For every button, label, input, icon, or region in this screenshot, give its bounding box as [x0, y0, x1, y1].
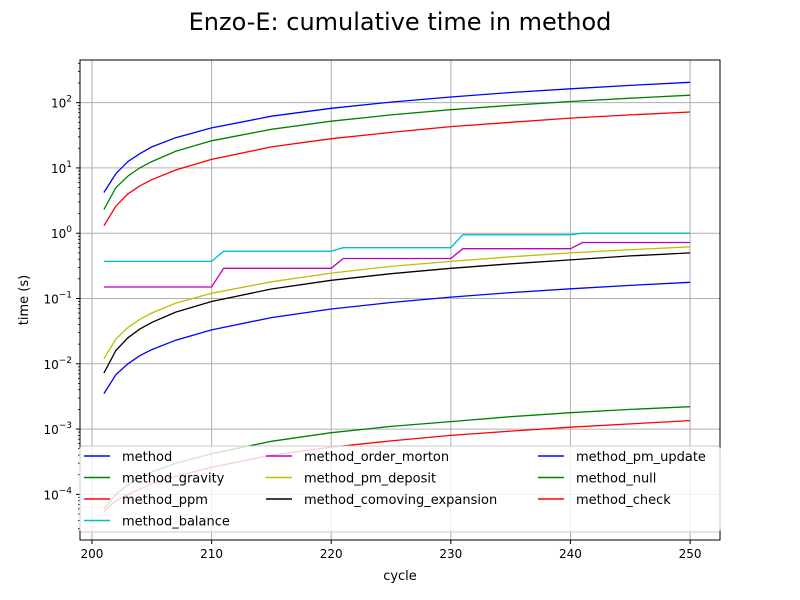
legend-entry: method_pm_update — [576, 450, 706, 465]
x-tick-label: 250 — [679, 547, 702, 561]
x-tick-label: 220 — [320, 547, 343, 561]
y-tick-label: 10−4 — [43, 486, 72, 502]
legend-entry: method_comoving_expansion — [304, 493, 497, 508]
series-lines — [103, 81, 691, 512]
legend-entry: method_order_morton — [304, 450, 449, 465]
grid-lines — [80, 60, 720, 540]
legend-entry: method_balance — [122, 515, 230, 530]
legend-entry: method_null — [576, 472, 656, 487]
series-line-method-pm-deposit — [103, 246, 691, 359]
series-line-method-ppm — [103, 111, 691, 227]
x-axis-label: cycle — [383, 569, 417, 584]
series-line-method-balance — [103, 232, 691, 263]
y-tick-label: 102 — [51, 95, 72, 111]
chart-title: Enzo-E: cumulative time in method — [189, 8, 612, 36]
legend: method method_gravity method_ppm method_bal… — [79, 445, 721, 533]
x-tick-label: 200 — [81, 547, 104, 561]
x-tick-label: 240 — [559, 547, 582, 561]
legend-box — [79, 445, 721, 533]
y-tick-label: 10−2 — [43, 356, 72, 372]
x-tick-label: 230 — [439, 547, 462, 561]
series-line-method-comoving-expansion — [103, 252, 691, 374]
plot-area-frame — [79, 59, 721, 541]
legend-entry: method_ppm — [122, 493, 208, 508]
legend-entry: method — [122, 450, 172, 465]
y-tick-label: 101 — [51, 160, 72, 176]
legend-entry: method_gravity — [122, 472, 225, 487]
axis-ticks: 200 210 220 230 240 250 10−4 10−3 10−2 10−1 100 101… — [43, 62, 702, 561]
y-tick-label: 100 — [51, 225, 72, 241]
y-tick-label: 10−1 — [43, 291, 72, 307]
series-line-method-gravity — [103, 94, 691, 210]
legend-entry: method_pm_deposit — [304, 472, 436, 487]
series-line-method-order-morton — [103, 241, 691, 288]
legend-entry: method_check — [576, 493, 671, 508]
y-axis-label: time (s) — [17, 275, 32, 325]
x-tick-label: 210 — [200, 547, 223, 561]
series-line-method — [103, 81, 691, 193]
series-line-method-pm-update — [103, 281, 691, 394]
y-tick-label: 10−3 — [43, 421, 72, 437]
